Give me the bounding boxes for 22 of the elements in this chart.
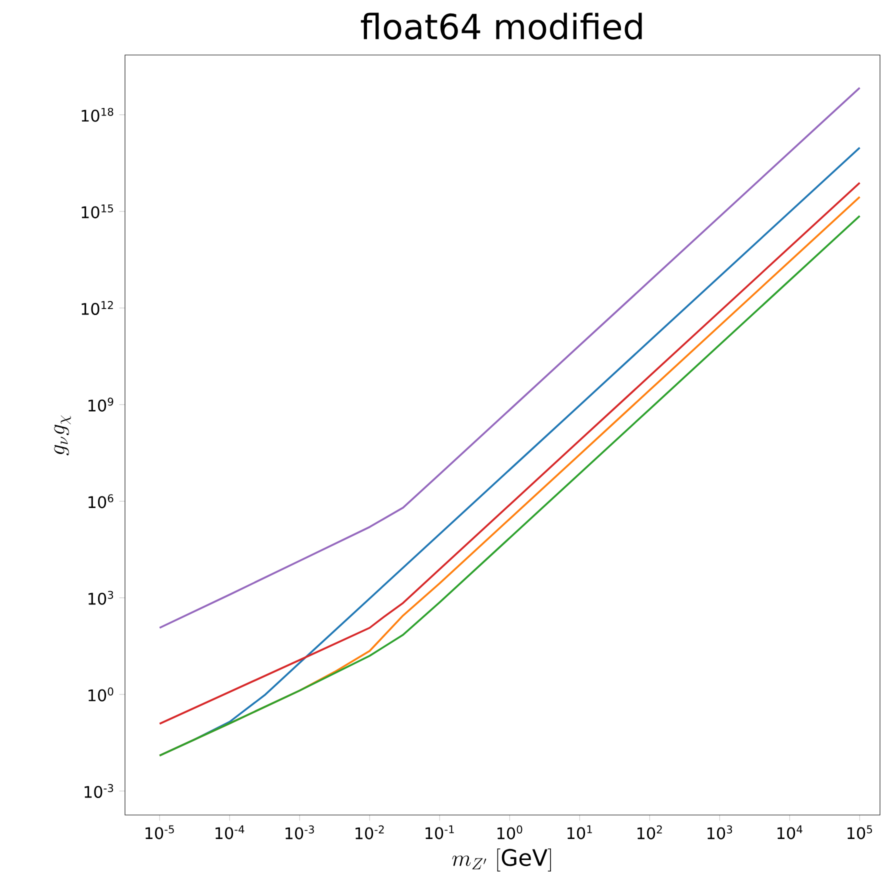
y-tick-label: 10$^{6}$ (88, 494, 114, 508)
x-tick-label: 10$^{5}$ (848, 825, 872, 840)
y-tick-label: 10$^{15}$ (82, 204, 113, 218)
x-tick-label: 10$^{-4}$ (216, 825, 244, 840)
y-tick-label: 10$^{12}$ (82, 301, 113, 315)
y-tick-label: 10$^{0}$ (88, 687, 114, 702)
x-tick-label: 10$^{-5}$ (146, 825, 174, 840)
x-tick-label: 10$^{3}$ (708, 825, 732, 840)
x-tick-label: 10$^{-1}$ (426, 825, 454, 840)
y-tick-label: 10$^{18}$ (82, 108, 114, 122)
x-tick-label: 10$^{4}$ (778, 825, 802, 840)
x-tick-label: 10$^{-3}$ (286, 825, 314, 840)
x-axis-title: $m_{Z'}\ \mathrm{[GeV]}$ (452, 848, 551, 872)
chart-title: float64 modified (360, 12, 642, 40)
y-tick-label: 10$^{-3}$ (84, 784, 114, 798)
y-tick-label: 10$^{9}$ (88, 398, 114, 412)
y-axis-title: $g_{\nu}g_{\chi}$ (54, 415, 71, 456)
y-tick-label: 10$^{3}$ (88, 590, 114, 605)
x-tick-label: 10$^{2}$ (638, 825, 662, 840)
x-tick-label: 10$^{1}$ (568, 825, 592, 840)
x-tick-label: 10$^{0}$ (498, 825, 522, 840)
x-tick-label: 10$^{-2}$ (356, 825, 384, 840)
